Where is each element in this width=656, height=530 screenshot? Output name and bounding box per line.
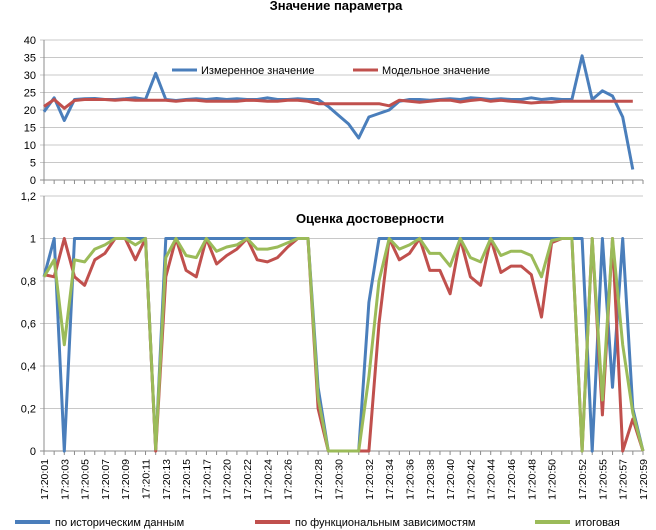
parameter-chart-y-tick-label: 40: [24, 35, 36, 47]
parameter-chart-y-tick-label: 15: [24, 123, 36, 135]
parameter-chart-y-tick-label: 0: [30, 175, 36, 187]
reliability-chart-x-tick-label: 17:20:20: [222, 459, 234, 500]
reliability-chart-x-tick-label: 17:20:15: [181, 459, 193, 500]
reliability-chart-x-tick-label: 17:20:30: [333, 459, 345, 500]
reliability-chart-series-line-0: [42, 237, 645, 453]
legend-functional-label: по функциональным зависимостям: [295, 517, 475, 529]
reliability-chart-x-tick-label: 17:20:09: [120, 459, 132, 500]
legend-measured-label: Измеренное значение: [201, 65, 315, 77]
reliability-chart-y-tick-label: 1,2: [21, 191, 36, 203]
parameter-chart: Значение параметра 0 5 10 15 20 25 30 35 40 Изме…: [24, 0, 644, 187]
reliability-chart-x-tick-label: 17:20:44: [486, 459, 498, 500]
parameter-chart-series-line-0: [42, 54, 635, 170]
reliability-chart-x-tick-label: 17:20:03: [59, 459, 71, 500]
reliability-chart-x-tick-label: 17:20:07: [100, 459, 112, 500]
parameter-chart-y-tick-label: 30: [24, 70, 36, 82]
reliability-chart-y-tick-label: 0: [30, 446, 36, 458]
reliability-chart-y-tick-label: 1: [30, 234, 36, 246]
reliability-chart-x-tick-label: 17:20:59: [638, 459, 650, 500]
parameter-chart-y-ticks: 0 5 10 15 20 25 30 35 40: [24, 35, 36, 187]
parameter-chart-series: [42, 54, 635, 170]
reliability-chart-series-line-2: [42, 237, 645, 453]
parameter-chart-grid: [40, 39, 644, 184]
reliability-chart-x-tick-label: 17:20:26: [283, 459, 295, 500]
parameter-chart-y-tick-label: 20: [24, 105, 36, 117]
reliability-chart-legend: по историческим данным по функциональным…: [15, 517, 620, 529]
reliability-chart-x-tick-label: 17:20:52: [577, 459, 589, 500]
reliability-chart-y-tick-label: 0,8: [21, 276, 36, 288]
reliability-chart-y-tick-label: 0,4: [21, 361, 36, 373]
reliability-chart-x-tick-label: 17:20:55: [597, 459, 609, 500]
reliability-chart-x-tick-label: 17:20:50: [547, 459, 559, 500]
reliability-chart-x-tick-label: 17:20:34: [384, 459, 396, 500]
reliability-chart-y-tick-label: 0,2: [21, 404, 36, 416]
reliability-chart-x-ticks: 17:20:01 17:20:03 17:20:05 17:20:07 17:20:09…: [39, 451, 650, 500]
parameter-chart-y-tick-label: 5: [30, 158, 36, 170]
parameter-chart-y-tick-label: 25: [24, 88, 36, 100]
reliability-chart-title: Оценка достоверности: [296, 211, 444, 226]
reliability-chart-x-tick-label: 17:20:13: [161, 459, 173, 500]
reliability-chart-x-tick-label: 17:20:17: [201, 459, 213, 500]
parameter-chart-y-tick-label: 10: [24, 140, 36, 152]
legend-model-label: Модельное значение: [382, 65, 490, 77]
reliability-chart-x-tick-label: 17:20:40: [445, 459, 457, 500]
reliability-chart-x-tick-label: 17:20:01: [39, 459, 51, 500]
parameter-chart-y-tick-label: 35: [24, 53, 36, 65]
reliability-chart-x-tick-label: 17:20:57: [618, 459, 630, 500]
legend-total-label: итоговая: [575, 517, 620, 529]
reliability-chart-x-tick-label: 17:20:48: [526, 459, 538, 500]
parameter-chart-legend: Измеренное значение Модельное значение: [172, 65, 490, 77]
parameter-chart-title: Значение параметра: [270, 0, 404, 13]
reliability-chart-x-tick-label: 17:20:05: [80, 459, 92, 500]
reliability-chart-x-tick-label: 17:20:36: [405, 459, 417, 500]
parameter-chart-series-line-1: [43, 98, 633, 110]
reliability-chart-y-tick-label: 0,6: [21, 319, 36, 331]
reliability-chart-x-tick-label: 17:20:38: [425, 459, 437, 500]
reliability-chart-x-tick-label: 17:20:28: [313, 459, 325, 500]
legend-historical-label: по историческим данным: [55, 517, 184, 529]
reliability-chart-x-tick-label: 17:20:32: [364, 459, 376, 500]
reliability-chart-x-tick-label: 17:20:11: [141, 459, 153, 499]
reliability-chart: Оценка достоверности 0 0,2 0,4 0,6 0,8 1 1,2 1…: [21, 191, 650, 500]
reliability-chart-x-tick-label: 17:20:22: [242, 459, 254, 500]
reliability-chart-x-tick-label: 17:20:42: [465, 459, 477, 500]
reliability-chart-x-tick-label: 17:20:46: [506, 459, 518, 500]
reliability-chart-grid: [40, 195, 643, 452]
reliability-chart-series: [42, 237, 645, 453]
reliability-chart-series-line-1: [43, 237, 645, 453]
reliability-chart-x-tick-label: 17:20:24: [262, 459, 274, 500]
reliability-chart-y-ticks: 0 0,2 0,4 0,6 0,8 1 1,2: [21, 191, 36, 458]
